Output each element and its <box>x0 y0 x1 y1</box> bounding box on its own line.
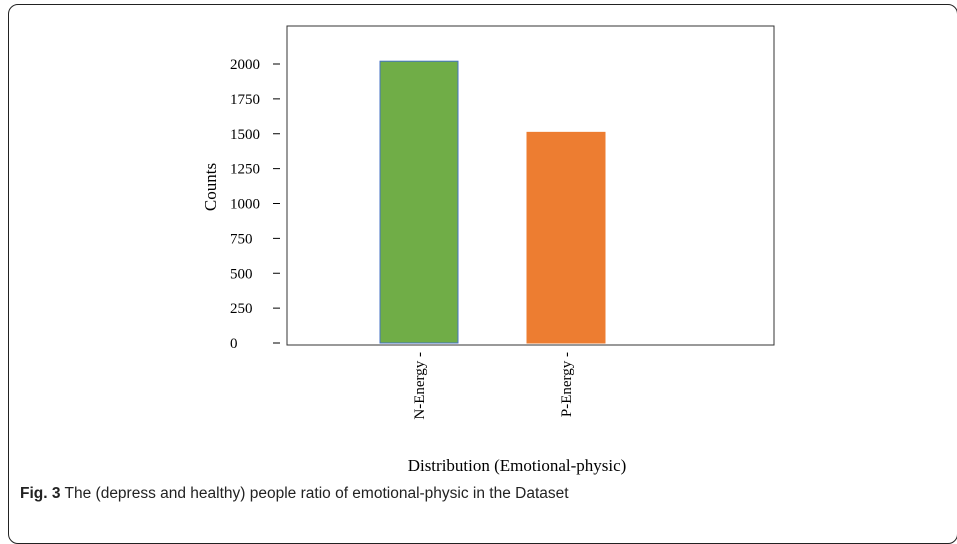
y-axis-title: Counts <box>201 163 220 211</box>
y-tick-label: 1000 <box>230 197 260 213</box>
x-axis-ticks: N-Energy - P-Energy - <box>412 352 575 420</box>
bar-chart: 0 250 500 750 1000 1250 1500 1750 2000 N-Energy … <box>201 25 775 475</box>
bar-n-energy <box>379 60 459 344</box>
plot-area <box>286 25 775 346</box>
y-tick-label: 2000 <box>230 57 260 73</box>
y-tick-label: 500 <box>230 266 253 282</box>
y-tick-label: 750 <box>230 231 253 247</box>
x-tick-label: P-Energy - <box>559 352 575 417</box>
caption-label: Fig. 3 <box>20 485 61 502</box>
y-axis-ticks: 0 250 500 750 1000 1250 1500 1750 2000 <box>230 57 280 352</box>
y-tick-label: 1500 <box>230 127 260 143</box>
x-axis-title: Distribution (Emotional-physic) <box>408 456 627 475</box>
bars <box>379 60 606 344</box>
figure-caption: Fig. 3 The (depress and healthy) people … <box>20 485 569 503</box>
y-tick-label: 1750 <box>230 92 260 108</box>
caption-text: The (depress and healthy) people ratio o… <box>64 485 569 502</box>
y-tick-label: 250 <box>230 301 253 317</box>
x-tick-label: N-Energy - <box>412 352 428 420</box>
y-tick-label: 1250 <box>230 162 260 178</box>
y-tick-label: 0 <box>230 336 238 352</box>
bar-p-energy <box>526 131 606 344</box>
